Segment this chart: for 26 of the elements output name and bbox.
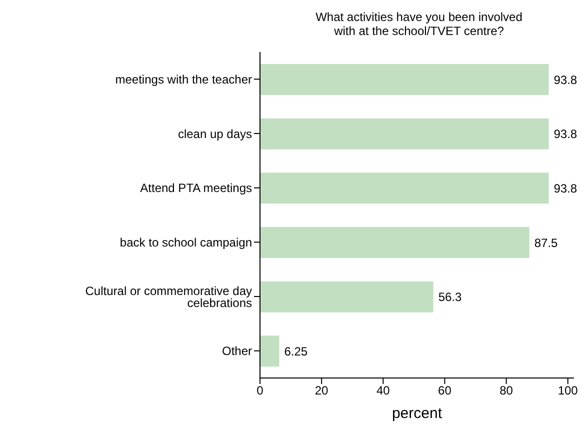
x-tick-label: 60 <box>438 384 452 398</box>
chart-title: What activities have you been involved with at the school/TVET centre? <box>314 10 524 38</box>
bar <box>260 281 434 312</box>
data-label: 6.25 <box>284 344 308 358</box>
x-tick-label: 80 <box>500 384 514 398</box>
bar <box>260 336 280 367</box>
data-label: 93.8 <box>554 127 578 142</box>
y-tick-label: clean up days <box>178 126 252 141</box>
y-tick-label: Other <box>222 344 252 358</box>
data-label: 56.3 <box>438 290 462 304</box>
bar <box>260 172 549 204</box>
bar <box>260 227 530 258</box>
x-axis-title: percent <box>392 405 443 422</box>
y-tick-label: Attend PTA meetings <box>140 181 252 196</box>
data-label: 87.5 <box>534 236 558 250</box>
x-tick-label: 0 <box>256 384 264 398</box>
data-label: 93.8 <box>554 72 578 87</box>
y-tick-label: meetings with the teacher <box>115 72 252 86</box>
x-tick-label: 100 <box>558 384 578 398</box>
y-tick-label: back to school campaign <box>120 235 252 250</box>
bar <box>260 64 549 95</box>
y-tick-label: Cultural or commemorative day celebrations <box>85 284 252 310</box>
data-label: 93.8 <box>554 181 578 196</box>
x-tick-label: 20 <box>314 384 329 398</box>
bar <box>260 118 549 150</box>
x-tick-label: 40 <box>376 384 390 398</box>
